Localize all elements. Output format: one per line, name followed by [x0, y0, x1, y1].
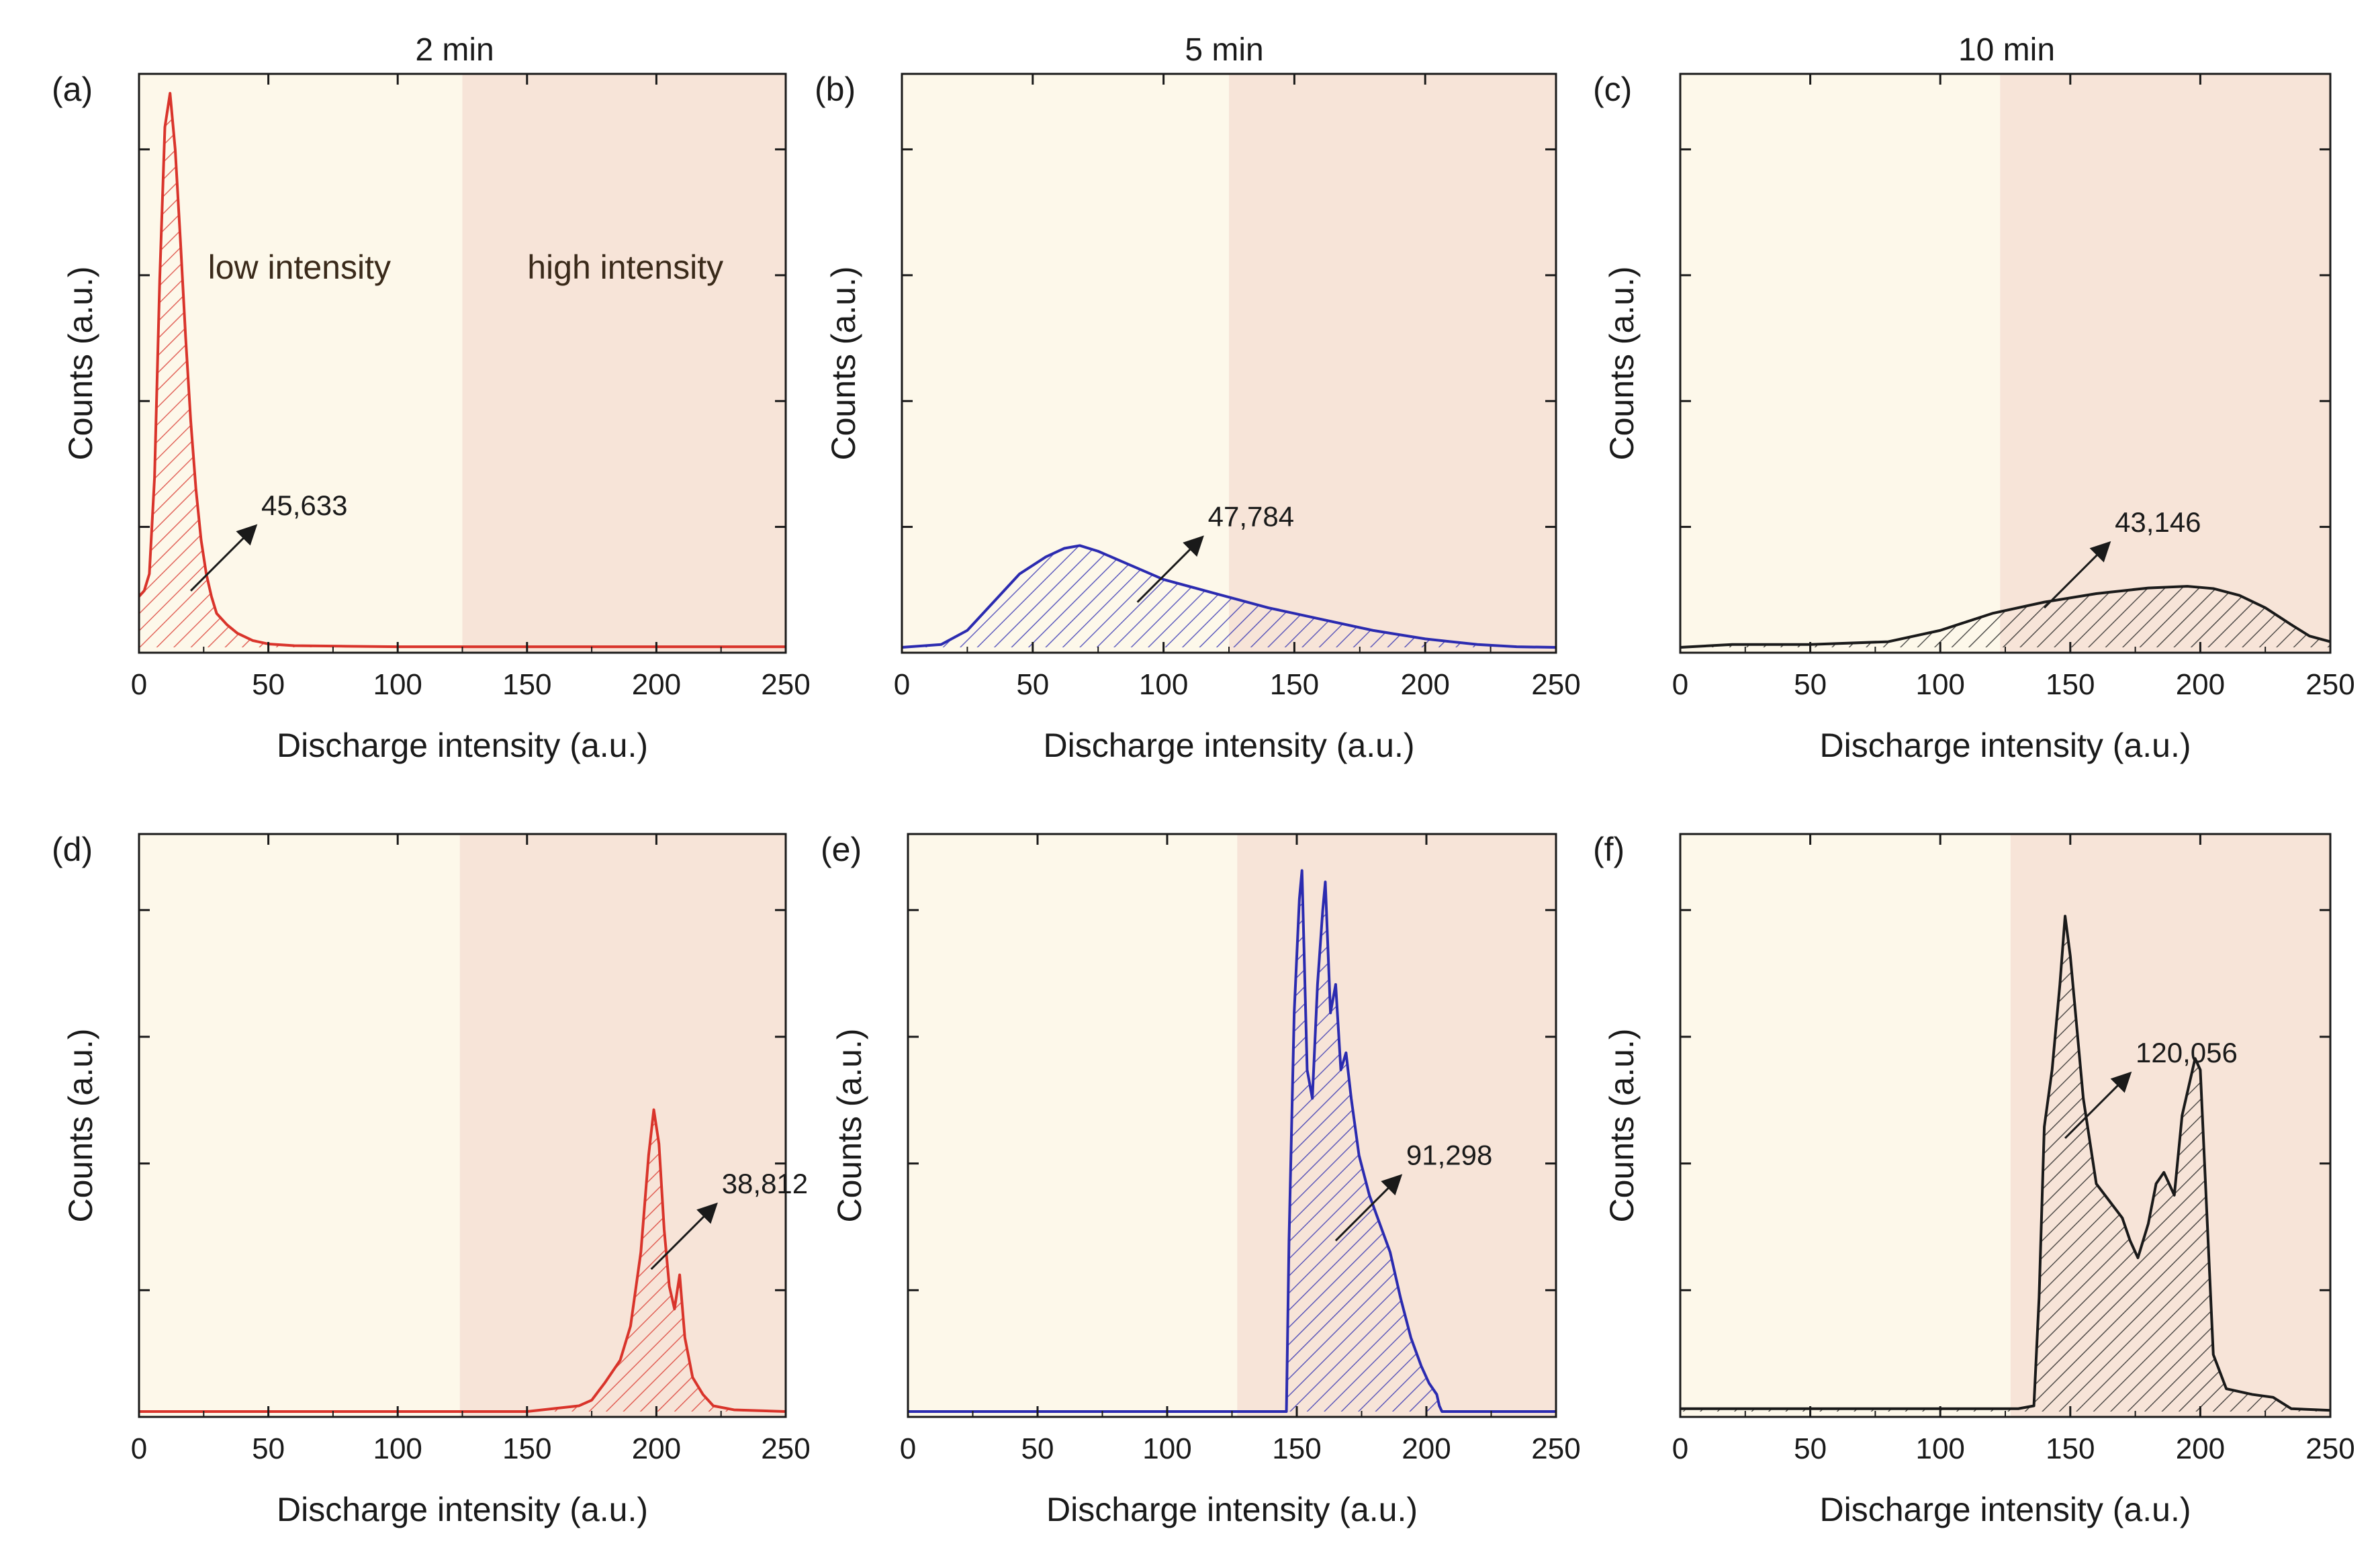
- panel-b: 0 50 100 150 200 250 Discharge intensity (a.u.…: [815, 71, 1581, 764]
- x-tick-label: 250: [761, 668, 810, 701]
- series-area-fill: [139, 1109, 786, 1412]
- x-tick-label: 150: [502, 1432, 551, 1465]
- x-tick-label: 100: [1139, 668, 1188, 701]
- annotation-arrow: [1136, 535, 1204, 603]
- series-line: [1680, 915, 2331, 1412]
- region-label-high: high intensity: [527, 248, 723, 286]
- y-axis-label: Counts (a.u.): [62, 266, 99, 460]
- x-tick-label: 250: [2305, 668, 2354, 701]
- series-area-fill: [1680, 586, 2330, 647]
- x-tick-label: 0: [1672, 1432, 1688, 1465]
- series-line: [139, 1108, 786, 1413]
- panel-label: (c): [1593, 71, 1632, 108]
- column-title-10min: 10 min: [1958, 32, 2055, 68]
- annotation-value: 91,298: [1406, 1140, 1492, 1171]
- annotation-arrow: [1334, 1174, 1403, 1242]
- x-tick-label: 200: [632, 1432, 681, 1465]
- x-tick-label: 250: [761, 1432, 810, 1465]
- panel-label: (b): [815, 71, 856, 108]
- x-tick-label: 0: [1672, 668, 1688, 701]
- x-tick-label: 250: [1531, 1432, 1580, 1465]
- x-tick-label: 200: [2176, 1432, 2225, 1465]
- x-tick-label: 0: [894, 668, 910, 701]
- series-line: [901, 544, 1557, 649]
- x-tick-label: 50: [1021, 1432, 1054, 1465]
- x-tick-label: 250: [1531, 668, 1580, 701]
- column-title-5min: 5 min: [1185, 32, 1263, 68]
- x-tick-label: 200: [2176, 668, 2225, 701]
- x-tick-label: 50: [252, 1432, 285, 1465]
- low-intensity-region: [139, 834, 460, 1417]
- high-intensity-region: [459, 834, 786, 1417]
- x-axis-label: Discharge intensity (a.u.): [277, 1491, 648, 1528]
- high-intensity-region: [1229, 74, 1556, 653]
- annotation-arrow: [2044, 541, 2111, 609]
- panels: 0 50 100 150 200 250 Discharge intensity (a.u.…: [52, 71, 2355, 1528]
- x-tick-label: 200: [1400, 668, 1449, 701]
- x-tick-label: 100: [373, 1432, 422, 1465]
- series-area-fill: [908, 870, 1556, 1412]
- x-tick-label: 50: [1794, 668, 1827, 701]
- x-axis-label: Discharge intensity (a.u.): [277, 727, 648, 764]
- x-tick-label: 0: [131, 668, 147, 701]
- x-tick-label: 0: [900, 1432, 916, 1465]
- x-tick-label: 50: [1794, 1432, 1827, 1465]
- low-intensity-region: [1680, 74, 2001, 653]
- x-axis-label: Discharge intensity (a.u.): [1819, 727, 2191, 764]
- series-area-fill: [139, 93, 786, 648]
- x-axis-label: Discharge intensity (a.u.): [1043, 727, 1414, 764]
- panel-label: (a): [52, 71, 93, 108]
- column-title-2min: 2 min: [415, 32, 494, 68]
- panel-d: 0 50 100 150 200 250 Discharge intensity (a.u.…: [52, 831, 811, 1528]
- y-axis-label: Counts (a.u.): [1603, 1028, 1641, 1222]
- y-axis-label: Counts (a.u.): [825, 266, 862, 460]
- annotation-value: 38,812: [722, 1168, 808, 1199]
- x-tick-label: 150: [502, 668, 551, 701]
- annotation-arrow: [650, 1202, 718, 1271]
- x-tick-label: 100: [1915, 668, 1964, 701]
- low-intensity-region: [908, 834, 1238, 1417]
- series-line: [138, 91, 786, 649]
- low-intensity-region: [1680, 834, 2011, 1417]
- x-axis-label: Discharge intensity (a.u.): [1819, 1491, 2191, 1528]
- x-tick-label: 150: [1272, 1432, 1321, 1465]
- x-tick-label: 150: [2046, 668, 2095, 701]
- x-tick-label: 0: [131, 1432, 147, 1465]
- region-label-low: low intensity: [208, 248, 391, 286]
- y-axis-label: Counts (a.u.): [62, 1028, 99, 1222]
- annotation-value: 120,056: [2136, 1037, 2238, 1068]
- panel-a: 0 50 100 150 200 250 Discharge intensity (a.u.…: [52, 71, 811, 764]
- annotation-value: 45,633: [261, 490, 347, 521]
- x-tick-label: 150: [1270, 668, 1319, 701]
- y-axis-label: Counts (a.u.): [1603, 266, 1641, 460]
- x-axis-label: Discharge intensity (a.u.): [1046, 1491, 1418, 1528]
- high-intensity-region: [2000, 74, 2330, 653]
- annotation-value: 47,784: [1208, 501, 1294, 533]
- x-tick-label: 100: [373, 668, 422, 701]
- panel-c: 0 50 100 150 200 250 Discharge intensity (a.u.…: [1593, 71, 2355, 764]
- x-tick-label: 50: [252, 668, 285, 701]
- x-tick-label: 150: [2046, 1432, 2095, 1465]
- panel-e: 0 50 100 150 200 250 Discharge intensity (a.u.…: [821, 831, 1581, 1528]
- series-area-fill: [902, 545, 1556, 647]
- high-intensity-region: [462, 74, 786, 653]
- x-tick-label: 200: [1402, 1432, 1451, 1465]
- y-axis-label: Counts (a.u.): [831, 1028, 868, 1222]
- panel-label: (d): [52, 831, 93, 868]
- annotation-arrow: [2064, 1071, 2132, 1140]
- series-line: [1680, 585, 2331, 649]
- panel-label: (f): [1593, 831, 1625, 868]
- series-area-fill: [1680, 916, 2330, 1412]
- x-tick-label: 100: [1142, 1432, 1191, 1465]
- annotation-value: 43,146: [2115, 506, 2201, 538]
- x-tick-label: 100: [1915, 1432, 1964, 1465]
- x-tick-label: 200: [632, 668, 681, 701]
- series-line: [908, 869, 1556, 1413]
- annotation-arrow: [189, 524, 258, 592]
- panel-label: (e): [821, 831, 862, 868]
- x-tick-label: 250: [2305, 1432, 2354, 1465]
- panel-f: 0 50 100 150 200 250 Discharge intensity (a.u.…: [1593, 831, 2355, 1528]
- x-tick-label: 50: [1016, 668, 1049, 701]
